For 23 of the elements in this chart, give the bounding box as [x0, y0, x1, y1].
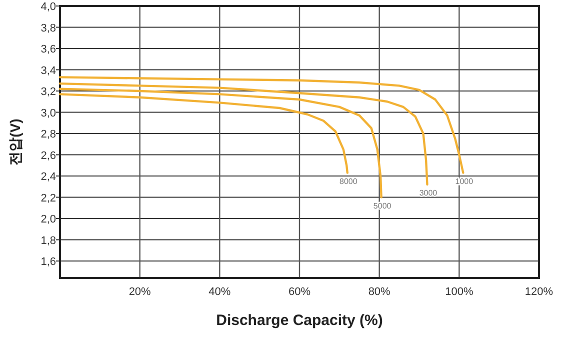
- y-tick-label: 1,6: [40, 256, 56, 268]
- y-tick-label: 3,2: [40, 86, 56, 98]
- y-tick-label: 3,8: [40, 22, 56, 34]
- y-tick-label: 2,4: [40, 171, 56, 183]
- y-tick-label: 1,8: [40, 234, 56, 247]
- y-tick-label: 2,0: [40, 214, 56, 226]
- y-tick-label: 2,6: [40, 150, 56, 162]
- y-tick-label: 3,4: [40, 64, 56, 77]
- y-tick-label: 4,0: [40, 1, 56, 13]
- x-axis-title: Discharge Capacity (%): [216, 312, 383, 329]
- series-label: 8000: [340, 176, 358, 186]
- x-tick-label: 80%: [368, 286, 391, 298]
- y-tick-label: 3,6: [40, 44, 56, 56]
- x-tick-label: 20%: [128, 286, 152, 298]
- x-tick-label: 100%: [445, 286, 474, 298]
- x-tick-label: 40%: [208, 286, 231, 298]
- y-tick-label: 3,0: [40, 107, 56, 120]
- x-tick-label: 120%: [524, 286, 554, 298]
- y-tick-label: 2,2: [40, 192, 56, 204]
- x-tick-label: 60%: [288, 286, 311, 298]
- series-label: 3000: [419, 188, 438, 198]
- y-axis-title: 전압(V): [7, 118, 23, 166]
- y-tick-label: 2,8: [40, 128, 56, 140]
